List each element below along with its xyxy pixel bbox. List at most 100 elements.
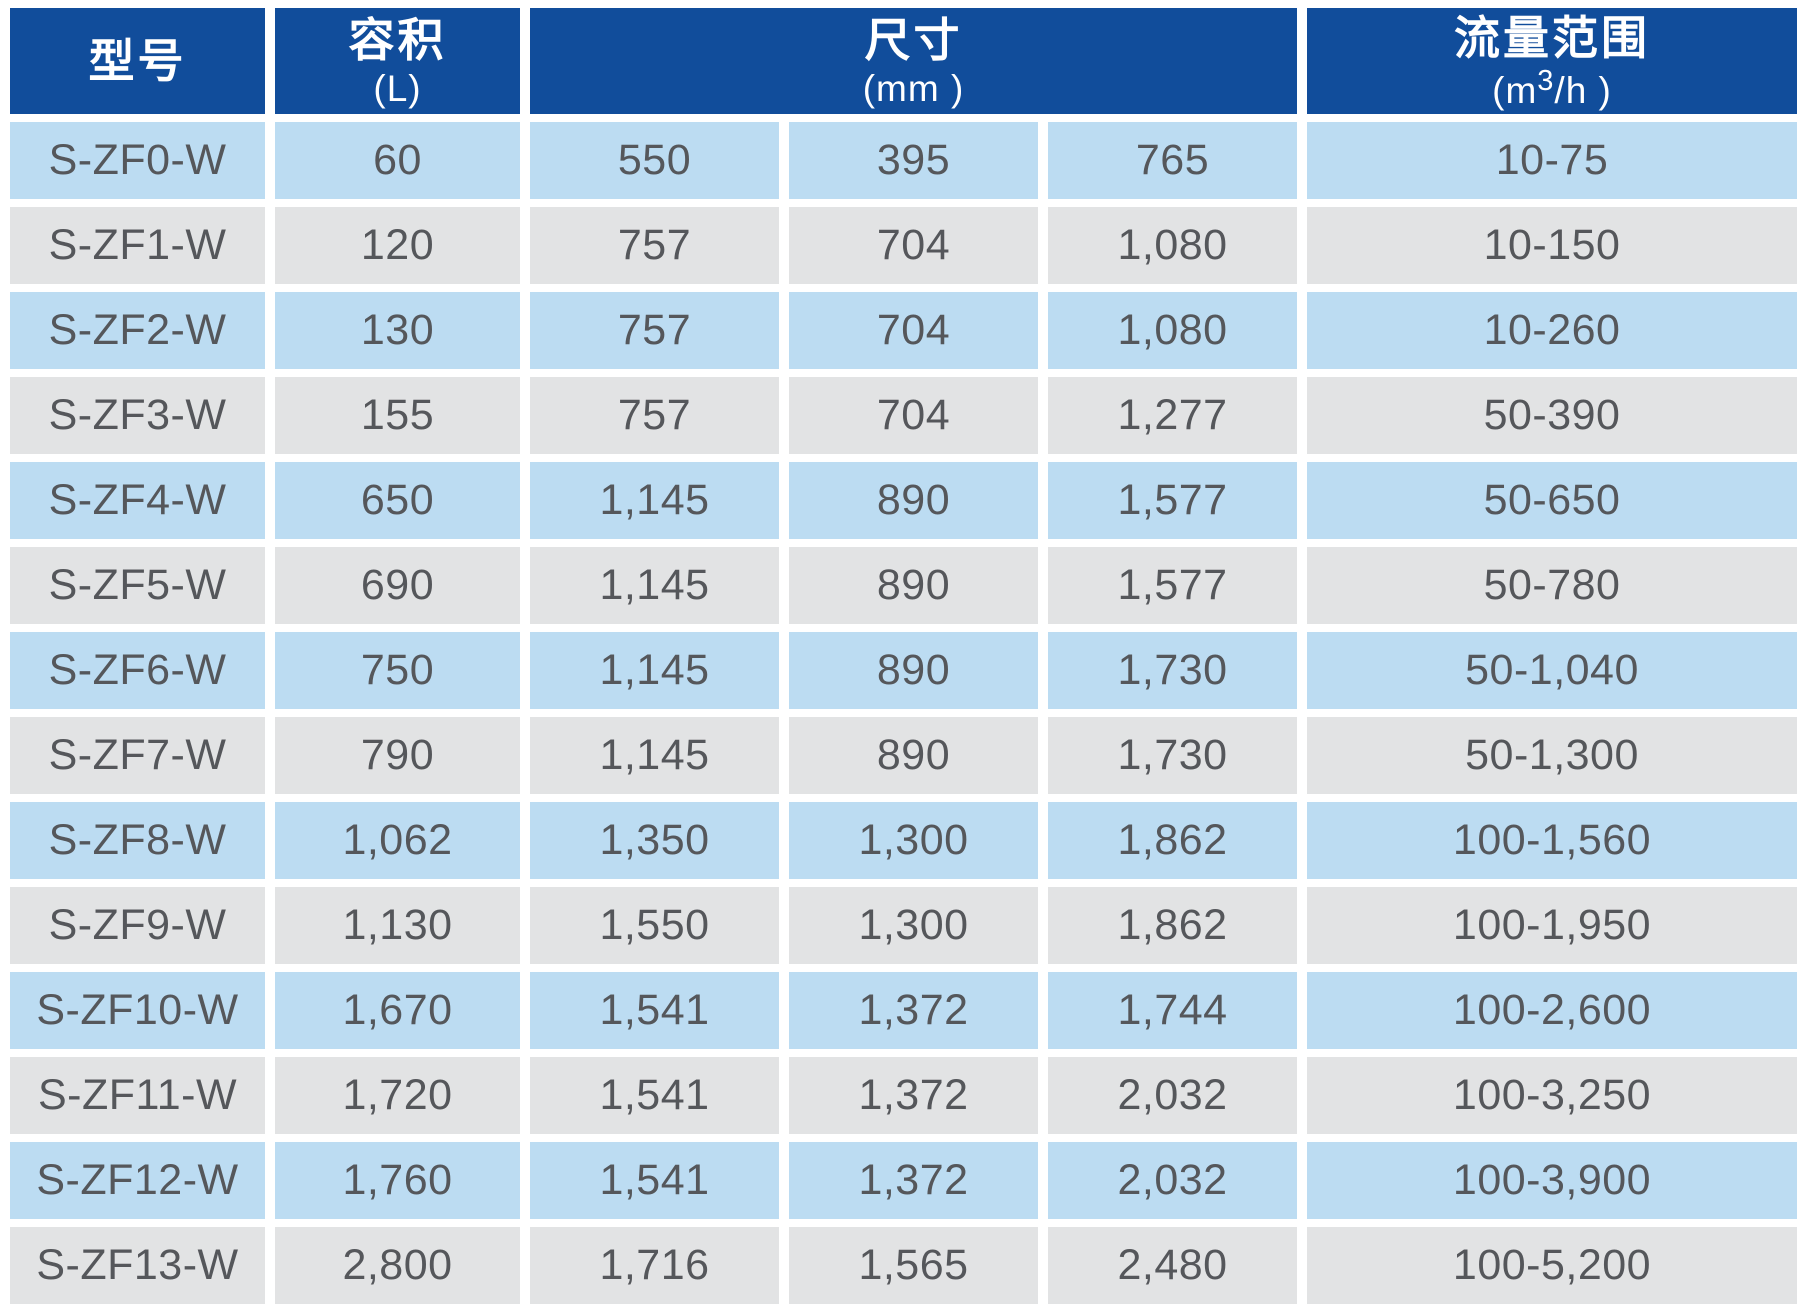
col-header-dimensions: 尺寸 (mm ) xyxy=(530,8,1298,114)
dim-cell-1: 1,541 xyxy=(530,972,779,1049)
dim-cell-3: 2,032 xyxy=(1048,1057,1298,1134)
table-row: S-ZF2-W 130 757 704 1,080 10-260 xyxy=(10,292,1798,369)
table-row: S-ZF6-W 750 1,145 890 1,730 50-1,040 xyxy=(10,632,1798,709)
dim-cell-3: 1,730 xyxy=(1048,717,1298,794)
dim-cell-1: 1,541 xyxy=(530,1142,779,1219)
volume-cell: 120 xyxy=(275,207,520,284)
table-row: S-ZF11-W 1,720 1,541 1,372 2,032 100-3,2… xyxy=(10,1057,1798,1134)
table-row: S-ZF12-W 1,760 1,541 1,372 2,032 100-3,9… xyxy=(10,1142,1798,1219)
dim-cell-1: 1,541 xyxy=(530,1057,779,1134)
dim-cell-3: 765 xyxy=(1048,122,1298,199)
dim-cell-3: 1,080 xyxy=(1048,292,1298,369)
flow-range-cell: 100-5,200 xyxy=(1307,1227,1798,1304)
volume-cell: 1,062 xyxy=(275,802,520,879)
model-cell: S-ZF3-W xyxy=(10,377,265,454)
flow-range-cell: 50-390 xyxy=(1307,377,1798,454)
dim-cell-1: 757 xyxy=(530,292,779,369)
model-cell: S-ZF1-W xyxy=(10,207,265,284)
dim-cell-2: 890 xyxy=(789,547,1038,624)
dim-cell-2: 704 xyxy=(789,207,1038,284)
volume-cell: 2,800 xyxy=(275,1227,520,1304)
volume-cell: 155 xyxy=(275,377,520,454)
dim-cell-3: 1,080 xyxy=(1048,207,1298,284)
volume-cell: 790 xyxy=(275,717,520,794)
dim-cell-3: 1,744 xyxy=(1048,972,1298,1049)
flow-range-cell: 100-1,560 xyxy=(1307,802,1798,879)
dim-cell-2: 1,372 xyxy=(789,972,1038,1049)
model-cell: S-ZF10-W xyxy=(10,972,265,1049)
flow-unit-superscript: 3 xyxy=(1537,65,1555,98)
table-row: S-ZF13-W 2,800 1,716 1,565 2,480 100-5,2… xyxy=(10,1227,1798,1304)
table-header: 型号 容积 (L) 尺寸 (mm ) 流量范围 (m3/h ) xyxy=(10,8,1798,114)
dim-cell-3: 1,277 xyxy=(1048,377,1298,454)
volume-header-unit: (L) xyxy=(373,67,422,109)
dim-cell-2: 1,372 xyxy=(789,1142,1038,1219)
dim-cell-3: 1,730 xyxy=(1048,632,1298,709)
dim-cell-3: 1,577 xyxy=(1048,547,1298,624)
flow-range-cell: 100-3,250 xyxy=(1307,1057,1798,1134)
flow-range-cell: 50-1,300 xyxy=(1307,717,1798,794)
col-header-flow-range: 流量范围 (m3/h ) xyxy=(1307,8,1798,114)
table-row: S-ZF3-W 155 757 704 1,277 50-390 xyxy=(10,377,1798,454)
table-row: S-ZF9-W 1,130 1,550 1,300 1,862 100-1,95… xyxy=(10,887,1798,964)
model-cell: S-ZF4-W xyxy=(10,462,265,539)
flow-unit-prefix: (m xyxy=(1492,70,1538,112)
dim-cell-3: 1,862 xyxy=(1048,887,1298,964)
volume-cell: 1,130 xyxy=(275,887,520,964)
dim-cell-2: 395 xyxy=(789,122,1038,199)
table-row: S-ZF1-W 120 757 704 1,080 10-150 xyxy=(10,207,1798,284)
flow-unit-suffix: /h ) xyxy=(1554,70,1612,112)
flow-range-cell: 10-260 xyxy=(1307,292,1798,369)
model-cell: S-ZF13-W xyxy=(10,1227,265,1304)
table-row: S-ZF7-W 790 1,145 890 1,730 50-1,300 xyxy=(10,717,1798,794)
dim-cell-2: 1,565 xyxy=(789,1227,1038,1304)
dim-cell-1: 757 xyxy=(530,377,779,454)
model-cell: S-ZF8-W xyxy=(10,802,265,879)
table-row: S-ZF0-W 60 550 395 765 10-75 xyxy=(10,122,1798,199)
dim-cell-1: 1,716 xyxy=(530,1227,779,1304)
dim-cell-3: 2,480 xyxy=(1048,1227,1298,1304)
model-cell: S-ZF2-W xyxy=(10,292,265,369)
volume-cell: 750 xyxy=(275,632,520,709)
volume-cell: 1,720 xyxy=(275,1057,520,1134)
volume-cell: 1,760 xyxy=(275,1142,520,1219)
dim-cell-3: 2,032 xyxy=(1048,1142,1298,1219)
flow-range-cell: 10-75 xyxy=(1307,122,1798,199)
volume-header-label: 容积 xyxy=(348,14,447,67)
model-cell: S-ZF12-W xyxy=(10,1142,265,1219)
flow-range-cell: 50-650 xyxy=(1307,462,1798,539)
dim-cell-1: 1,145 xyxy=(530,632,779,709)
model-header-label: 型号 xyxy=(88,34,187,87)
col-header-model: 型号 xyxy=(10,8,265,114)
dim-cell-2: 890 xyxy=(789,717,1038,794)
dim-cell-1: 1,550 xyxy=(530,887,779,964)
dim-cell-1: 550 xyxy=(530,122,779,199)
flow-range-header-unit: (m3/h ) xyxy=(1307,65,1797,112)
dim-cell-2: 704 xyxy=(789,292,1038,369)
dim-cell-1: 1,145 xyxy=(530,547,779,624)
volume-cell: 1,670 xyxy=(275,972,520,1049)
dim-cell-2: 890 xyxy=(789,462,1038,539)
dimensions-header-label: 尺寸 xyxy=(864,14,963,67)
table-body: S-ZF0-W 60 550 395 765 10-75 S-ZF1-W 120… xyxy=(10,122,1798,1304)
flow-range-cell: 50-1,040 xyxy=(1307,632,1798,709)
model-cell: S-ZF7-W xyxy=(10,717,265,794)
dim-cell-2: 890 xyxy=(789,632,1038,709)
dim-cell-3: 1,862 xyxy=(1048,802,1298,879)
model-cell: S-ZF6-W xyxy=(10,632,265,709)
flow-range-cell: 50-780 xyxy=(1307,547,1798,624)
dim-cell-3: 1,577 xyxy=(1048,462,1298,539)
model-cell: S-ZF11-W xyxy=(10,1057,265,1134)
dim-cell-1: 1,145 xyxy=(530,717,779,794)
table-row: S-ZF5-W 690 1,145 890 1,577 50-780 xyxy=(10,547,1798,624)
flow-range-cell: 10-150 xyxy=(1307,207,1798,284)
dim-cell-1: 757 xyxy=(530,207,779,284)
model-cell: S-ZF9-W xyxy=(10,887,265,964)
flow-range-cell: 100-2,600 xyxy=(1307,972,1798,1049)
volume-cell: 60 xyxy=(275,122,520,199)
model-cell: S-ZF0-W xyxy=(10,122,265,199)
flow-range-header-label: 流量范围 xyxy=(1454,11,1651,64)
dim-cell-1: 1,350 xyxy=(530,802,779,879)
flow-range-cell: 100-3,900 xyxy=(1307,1142,1798,1219)
